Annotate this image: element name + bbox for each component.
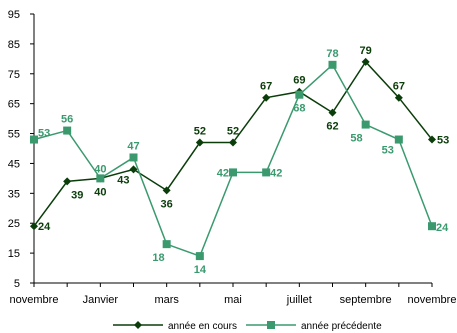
data-label: 43 [117, 174, 129, 186]
series-layer [30, 57, 436, 261]
y-tick-label: 45 [8, 158, 20, 170]
data-label: 79 [360, 45, 372, 57]
data-label: 58 [350, 133, 362, 145]
data-label: 24 [436, 222, 449, 234]
data-point [262, 168, 271, 177]
data-point [295, 90, 304, 99]
data-point [361, 57, 370, 66]
data-point [195, 138, 204, 147]
data-label: 24 [38, 221, 51, 233]
y-tick-label: 25 [8, 218, 20, 230]
data-point [428, 135, 436, 144]
data-label: 47 [127, 140, 139, 152]
data-point [129, 165, 138, 174]
data-label: 68 [293, 103, 305, 115]
y-tick-label: 35 [8, 188, 20, 200]
data-point [394, 93, 403, 102]
x-axis: novembre Janvier mars mai juillet septembre no… [10, 282, 457, 306]
x-tick-label: Janvier [83, 294, 119, 306]
data-label: 53 [437, 135, 449, 147]
y-tick-label: 85 [8, 39, 20, 51]
data-point [328, 108, 337, 117]
data-label: 62 [326, 121, 338, 133]
data-point [361, 120, 370, 129]
data-point [195, 252, 204, 261]
series-current-year [30, 57, 436, 231]
y-tick-label: 95 [8, 9, 20, 21]
data-point [162, 240, 171, 249]
y-tick-label: 75 [8, 69, 20, 81]
legend-item-previous-year: année précédente [246, 321, 382, 332]
legend-marker-previous-year [267, 321, 275, 329]
data-label: 52 [194, 126, 206, 138]
x-tick-label: novembre [408, 294, 457, 306]
y-tick-label: 55 [8, 129, 20, 141]
data-label: 56 [61, 114, 73, 126]
x-tick-label: septembre [340, 294, 392, 306]
data-label: 67 [260, 81, 272, 93]
data-point [428, 222, 436, 231]
data-point [30, 135, 38, 144]
series-previous-year [30, 60, 436, 261]
legend-marker-current-year [134, 321, 142, 329]
x-tick-label: mars [154, 294, 179, 306]
data-label: 14 [194, 264, 207, 276]
x-tick-label: juillet [286, 294, 312, 306]
legend-label-previous-year: année précédente [301, 321, 382, 332]
y-axis: 5 15 25 35 45 55 65 75 85 95 [8, 9, 35, 290]
data-label: 42 [217, 167, 229, 179]
data-point [162, 186, 171, 195]
data-point [328, 60, 337, 69]
x-tick-label: mai [224, 294, 242, 306]
y-tick-label: 5 [14, 278, 20, 290]
data-label: 42 [270, 167, 282, 179]
data-point [63, 126, 72, 135]
data-point [63, 177, 72, 186]
data-label: 69 [293, 75, 305, 87]
data-label: 40 [94, 163, 106, 175]
data-label: 39 [71, 189, 83, 201]
legend: année en cours année précédente [113, 321, 382, 332]
data-label: 52 [227, 126, 239, 138]
data-point [394, 135, 403, 144]
data-point [96, 174, 105, 183]
data-point [229, 138, 237, 147]
data-label-layer: 24 39 40 43 36 52 52 67 69 62 79 67 53 53 56 40 47 18 14 42… [38, 45, 449, 276]
data-label: 78 [326, 48, 338, 60]
data-label: 53 [382, 145, 394, 157]
data-label: 18 [152, 252, 164, 264]
data-point [129, 153, 138, 162]
legend-item-current-year: année en cours [113, 321, 237, 332]
series-line-previous-year [33, 63, 433, 258]
data-label: 67 [393, 81, 405, 93]
y-tick-label: 15 [8, 248, 20, 260]
data-label: 53 [38, 128, 50, 140]
data-point [262, 93, 271, 102]
data-label: 36 [161, 198, 173, 210]
data-label: 40 [94, 186, 106, 198]
legend-label-current-year: année en cours [168, 321, 237, 332]
data-point [229, 168, 237, 177]
data-point [30, 222, 38, 231]
x-tick-label: novembre [10, 294, 59, 306]
y-tick-label: 65 [8, 99, 20, 111]
